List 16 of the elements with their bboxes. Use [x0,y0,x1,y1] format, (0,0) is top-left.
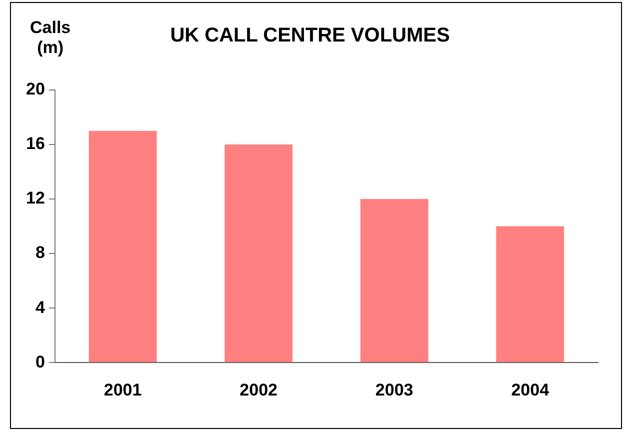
y-tick-label: 8 [35,243,45,262]
x-tick-label: 2001 [104,380,142,400]
bar [360,199,428,362]
bar [496,226,564,362]
x-tick-label: 2002 [240,380,278,400]
y-tick-label: 0 [35,352,45,372]
chart-title: UK CALL CENTRE VOLUMES [170,24,450,47]
y-axis-title: Calls (m) [30,18,71,58]
y-tick-label: 12 [26,188,45,208]
bar [224,144,293,362]
bar [88,130,157,362]
y-tick-label: 16 [26,134,45,154]
x-tick-label: 2004 [511,380,550,400]
y-tick-label: 20 [26,80,45,99]
y-tick-label: 4 [35,298,46,317]
x-tick-label: 2003 [375,380,414,400]
